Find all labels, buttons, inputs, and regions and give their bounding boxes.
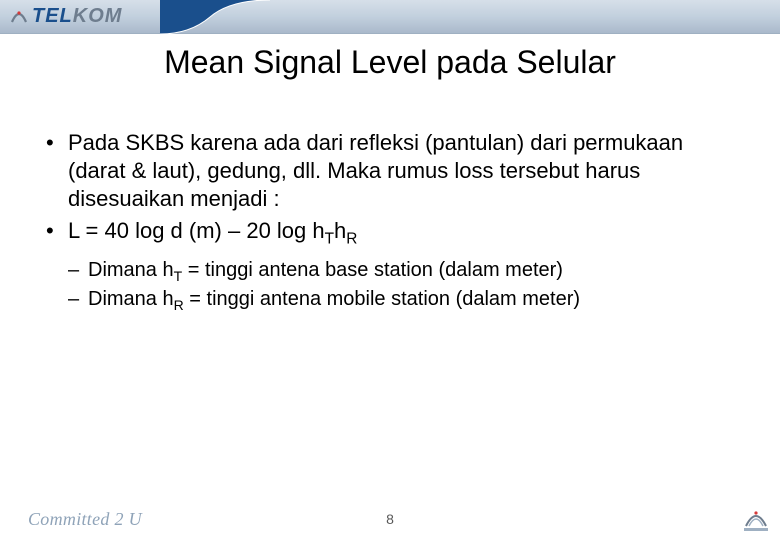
slide-title: Mean Signal Level pada Selular [0, 44, 780, 81]
logo-text-blue: TEL [32, 5, 73, 27]
sub-bullet-item: Dimana hR = tinggi antena mobile station… [68, 287, 734, 315]
logo-text: TELKOM [32, 5, 122, 28]
sub-sub: T [174, 268, 183, 284]
sub-bullet-list: Dimana hT = tinggi antena base station (… [46, 258, 734, 316]
header-curve-icon [160, 0, 270, 34]
sub-post: = tinggi antena mobile station (dalam me… [184, 288, 580, 310]
sub-pre: Dimana h [88, 288, 174, 310]
formula-prefix: L = 40 log d (m) – 20 log h [68, 218, 325, 243]
sub-post: = tinggi antena base station (dalam mete… [182, 259, 563, 281]
telkom-logo: TELKOM [0, 0, 122, 33]
bullet-item-formula: L = 40 log d (m) – 20 log hThR [46, 217, 734, 249]
page-number: 8 [386, 511, 394, 527]
header-bar: TELKOM [0, 0, 780, 34]
logo-arc-icon [10, 8, 28, 26]
sub-bullet-item: Dimana hT = tinggi antena base station (… [68, 258, 734, 286]
footer-tagline: Committed 2 U [0, 509, 142, 530]
slide-footer: Committed 2 U 8 [0, 504, 780, 534]
formula-mid: h [334, 218, 346, 243]
sub-sub: R [174, 297, 184, 313]
main-bullet-list: Pada SKBS karena ada dari refleksi (pant… [46, 129, 734, 250]
formula-sub2: R [346, 231, 357, 248]
sub-pre: Dimana h [88, 259, 174, 281]
footer-logo-icon [742, 504, 770, 532]
bullet-text: Pada SKBS karena ada dari refleksi (pant… [68, 130, 683, 211]
logo-text-grey: KOM [73, 5, 123, 27]
slide-content: Pada SKBS karena ada dari refleksi (pant… [0, 81, 780, 315]
formula-sub1: T [325, 231, 334, 248]
bullet-item: Pada SKBS karena ada dari refleksi (pant… [46, 129, 734, 213]
